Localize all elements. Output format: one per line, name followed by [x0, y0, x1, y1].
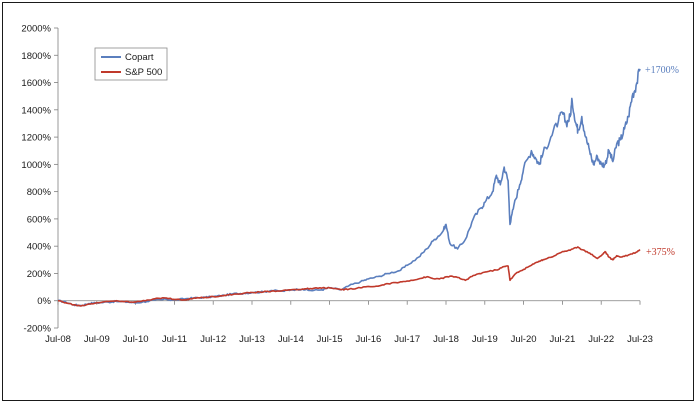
x-tick-label: Jul-23	[627, 334, 653, 345]
x-tick-label: Jul-22	[588, 334, 614, 345]
y-tick-label: 0%	[37, 296, 51, 307]
x-tick-label: Jul-18	[433, 334, 459, 345]
y-tick-label: 1600%	[21, 78, 51, 89]
x-tick-label: Jul-10	[123, 334, 149, 345]
y-tick-label: 600%	[27, 214, 52, 225]
x-tick-label: Jul-21	[549, 334, 575, 345]
x-axis: Jul-08 Jul-09 Jul-10 Jul-11 Jul-12 Jul-13 Jul-…	[45, 300, 653, 345]
x-tick-label: Jul-14	[278, 334, 304, 345]
x-tick-label: Jul-20	[511, 334, 537, 345]
y-tick-label: 1800%	[21, 51, 51, 62]
x-tick-label: Jul-13	[239, 334, 265, 345]
y-axis: -200% 0% 200% 400% 600% 800% 1000% 1200% 1400% 16…	[21, 24, 59, 335]
legend-label-copart: Copart	[125, 52, 154, 63]
y-tick-label: 1400%	[21, 105, 51, 116]
x-tick-label: Jul-15	[317, 334, 343, 345]
x-tick-label: Jul-09	[84, 334, 110, 345]
x-tick-label: Jul-08	[45, 334, 71, 345]
series-line-copart	[57, 68, 641, 307]
x-tick-label: Jul-17	[394, 334, 420, 345]
y-tick-label: -200%	[24, 324, 52, 335]
y-tick-label: 400%	[27, 242, 52, 253]
y-tick-label: 2000%	[21, 24, 51, 35]
series-line-sp500	[57, 246, 641, 307]
end-label-copart: +1700%	[645, 65, 679, 76]
y-tick-label: 1200%	[21, 133, 51, 144]
x-tick-label: Jul-16	[355, 334, 381, 345]
y-tick-label: 800%	[27, 187, 52, 198]
y-tick-label: 200%	[27, 269, 52, 280]
legend: Copart S&P 500	[94, 47, 168, 81]
legend-label-sp500: S&P 500	[125, 67, 162, 78]
x-tick-label: Jul-11	[162, 334, 187, 345]
x-tick-label: Jul-12	[200, 334, 226, 345]
y-tick-label: 1000%	[21, 160, 51, 171]
legend-box	[94, 47, 168, 81]
series-layer	[57, 68, 641, 307]
x-tick-label: Jul-19	[472, 334, 498, 345]
end-label-sp500: +375%	[646, 247, 675, 258]
